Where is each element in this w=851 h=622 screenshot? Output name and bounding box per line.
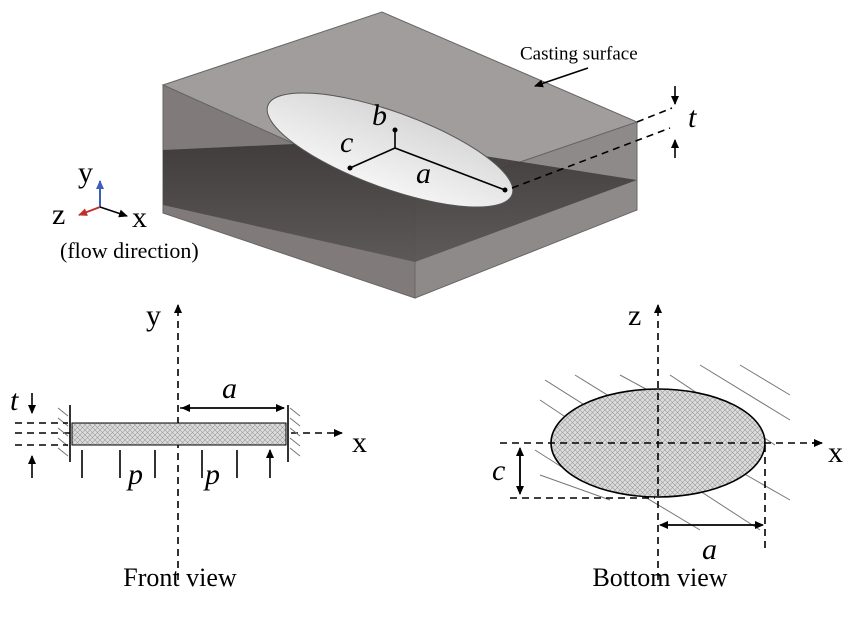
front-y: y [146, 299, 161, 332]
t-label: t [688, 101, 697, 134]
front-t: t [10, 384, 19, 417]
triad-y: y [78, 156, 93, 189]
b-label: b [372, 99, 387, 132]
front-p-right: p [203, 458, 220, 491]
bottom-a: a [702, 533, 717, 566]
front-x: x [352, 426, 367, 459]
bottom-x: x [828, 436, 843, 469]
bottom-z: z [628, 299, 641, 332]
triad-x: x [132, 201, 147, 234]
front-a: a [222, 372, 237, 405]
bottom-view [500, 305, 822, 580]
diagram: Casting surface t b c a y z x (flow dire… [0, 0, 851, 622]
front-view [15, 305, 342, 580]
front-p-left: p [126, 458, 143, 491]
a-label: a [416, 157, 431, 190]
casting-surface-label: Casting surface [520, 43, 638, 64]
bottom-c: c [492, 454, 505, 487]
bottom-caption: Bottom view [592, 563, 727, 592]
c-label: c [340, 126, 353, 159]
front-caption: Front view [123, 563, 237, 592]
flow-direction: (flow direction) [60, 238, 199, 263]
triad-z: z [52, 198, 65, 231]
